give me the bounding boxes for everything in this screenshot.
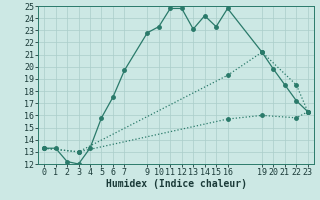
X-axis label: Humidex (Indice chaleur): Humidex (Indice chaleur) xyxy=(106,179,246,189)
